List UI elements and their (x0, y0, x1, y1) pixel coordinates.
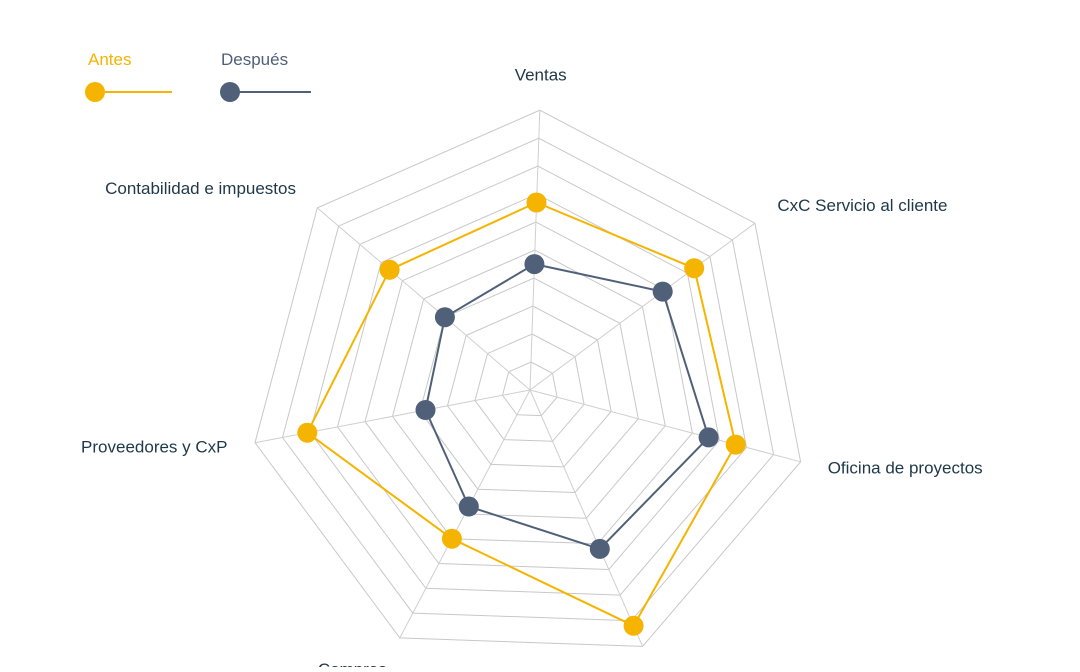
grid-ring (336, 193, 720, 571)
axis-spoke (316, 207, 531, 391)
category-label-oficina-de-proyectos: Oficina de proyectos (828, 458, 983, 477)
grid-ring (474, 333, 585, 442)
legend-marker-despues (220, 82, 240, 102)
series-line-despues (424, 263, 710, 550)
data-point-despues-contabilidad-e-impuestos (434, 307, 455, 328)
data-point-despues-ventas (524, 254, 545, 275)
data-point-antes-oficina-de-proyectos (725, 434, 746, 455)
grid-layer (254, 109, 802, 647)
axis-spoke (254, 389, 531, 444)
legend-item-antes: Antes (85, 50, 172, 102)
data-point-antes-contabilidad-e-impuestos (379, 259, 400, 280)
data-point-despues-inventarios (589, 538, 610, 559)
data-point-antes-compras (441, 528, 462, 549)
category-label-compras: Compras (318, 660, 387, 667)
legend-label-despues: Después (221, 50, 288, 69)
legend-label-antes: Antes (88, 50, 131, 69)
axis-spoke (529, 389, 801, 463)
data-point-despues-proveedores-y-cxp (415, 400, 436, 420)
grid-ring (309, 165, 748, 596)
axis-spoke (529, 222, 756, 391)
legend-item-despues: Después (220, 50, 311, 102)
axis-spoke (529, 389, 644, 647)
data-point-despues-compras (458, 496, 479, 517)
grid-ring (446, 305, 612, 468)
legend: Antes Después (85, 50, 311, 102)
series-line-antes (306, 201, 737, 627)
data-point-despues-oficina-de-proyectos (698, 427, 719, 448)
data-point-antes-proveedores-y-cxp (297, 422, 318, 443)
category-label-proveedores-y-cxp: Proveedores y CxP (81, 437, 227, 456)
grid-ring (391, 249, 666, 519)
series-layer (297, 192, 746, 636)
data-point-antes-ventas (526, 192, 547, 213)
grid-ring (281, 137, 775, 622)
category-label-ventas: Ventas (515, 66, 567, 85)
axis-spoke (529, 110, 541, 391)
grid-ring (254, 109, 802, 647)
data-point-antes-inventarios (623, 615, 644, 636)
grid-ring (501, 361, 558, 417)
data-point-antes-cxc-servicio-al-cliente (684, 258, 705, 279)
category-label-contabilidad-e-impuestos: Contabilidad e impuestos (105, 179, 296, 198)
data-point-despues-cxc-servicio-al-cliente (652, 281, 673, 302)
category-label-cxc-servicio-al-cliente: CxC Servicio al cliente (777, 196, 947, 215)
legend-marker-antes (85, 82, 105, 102)
